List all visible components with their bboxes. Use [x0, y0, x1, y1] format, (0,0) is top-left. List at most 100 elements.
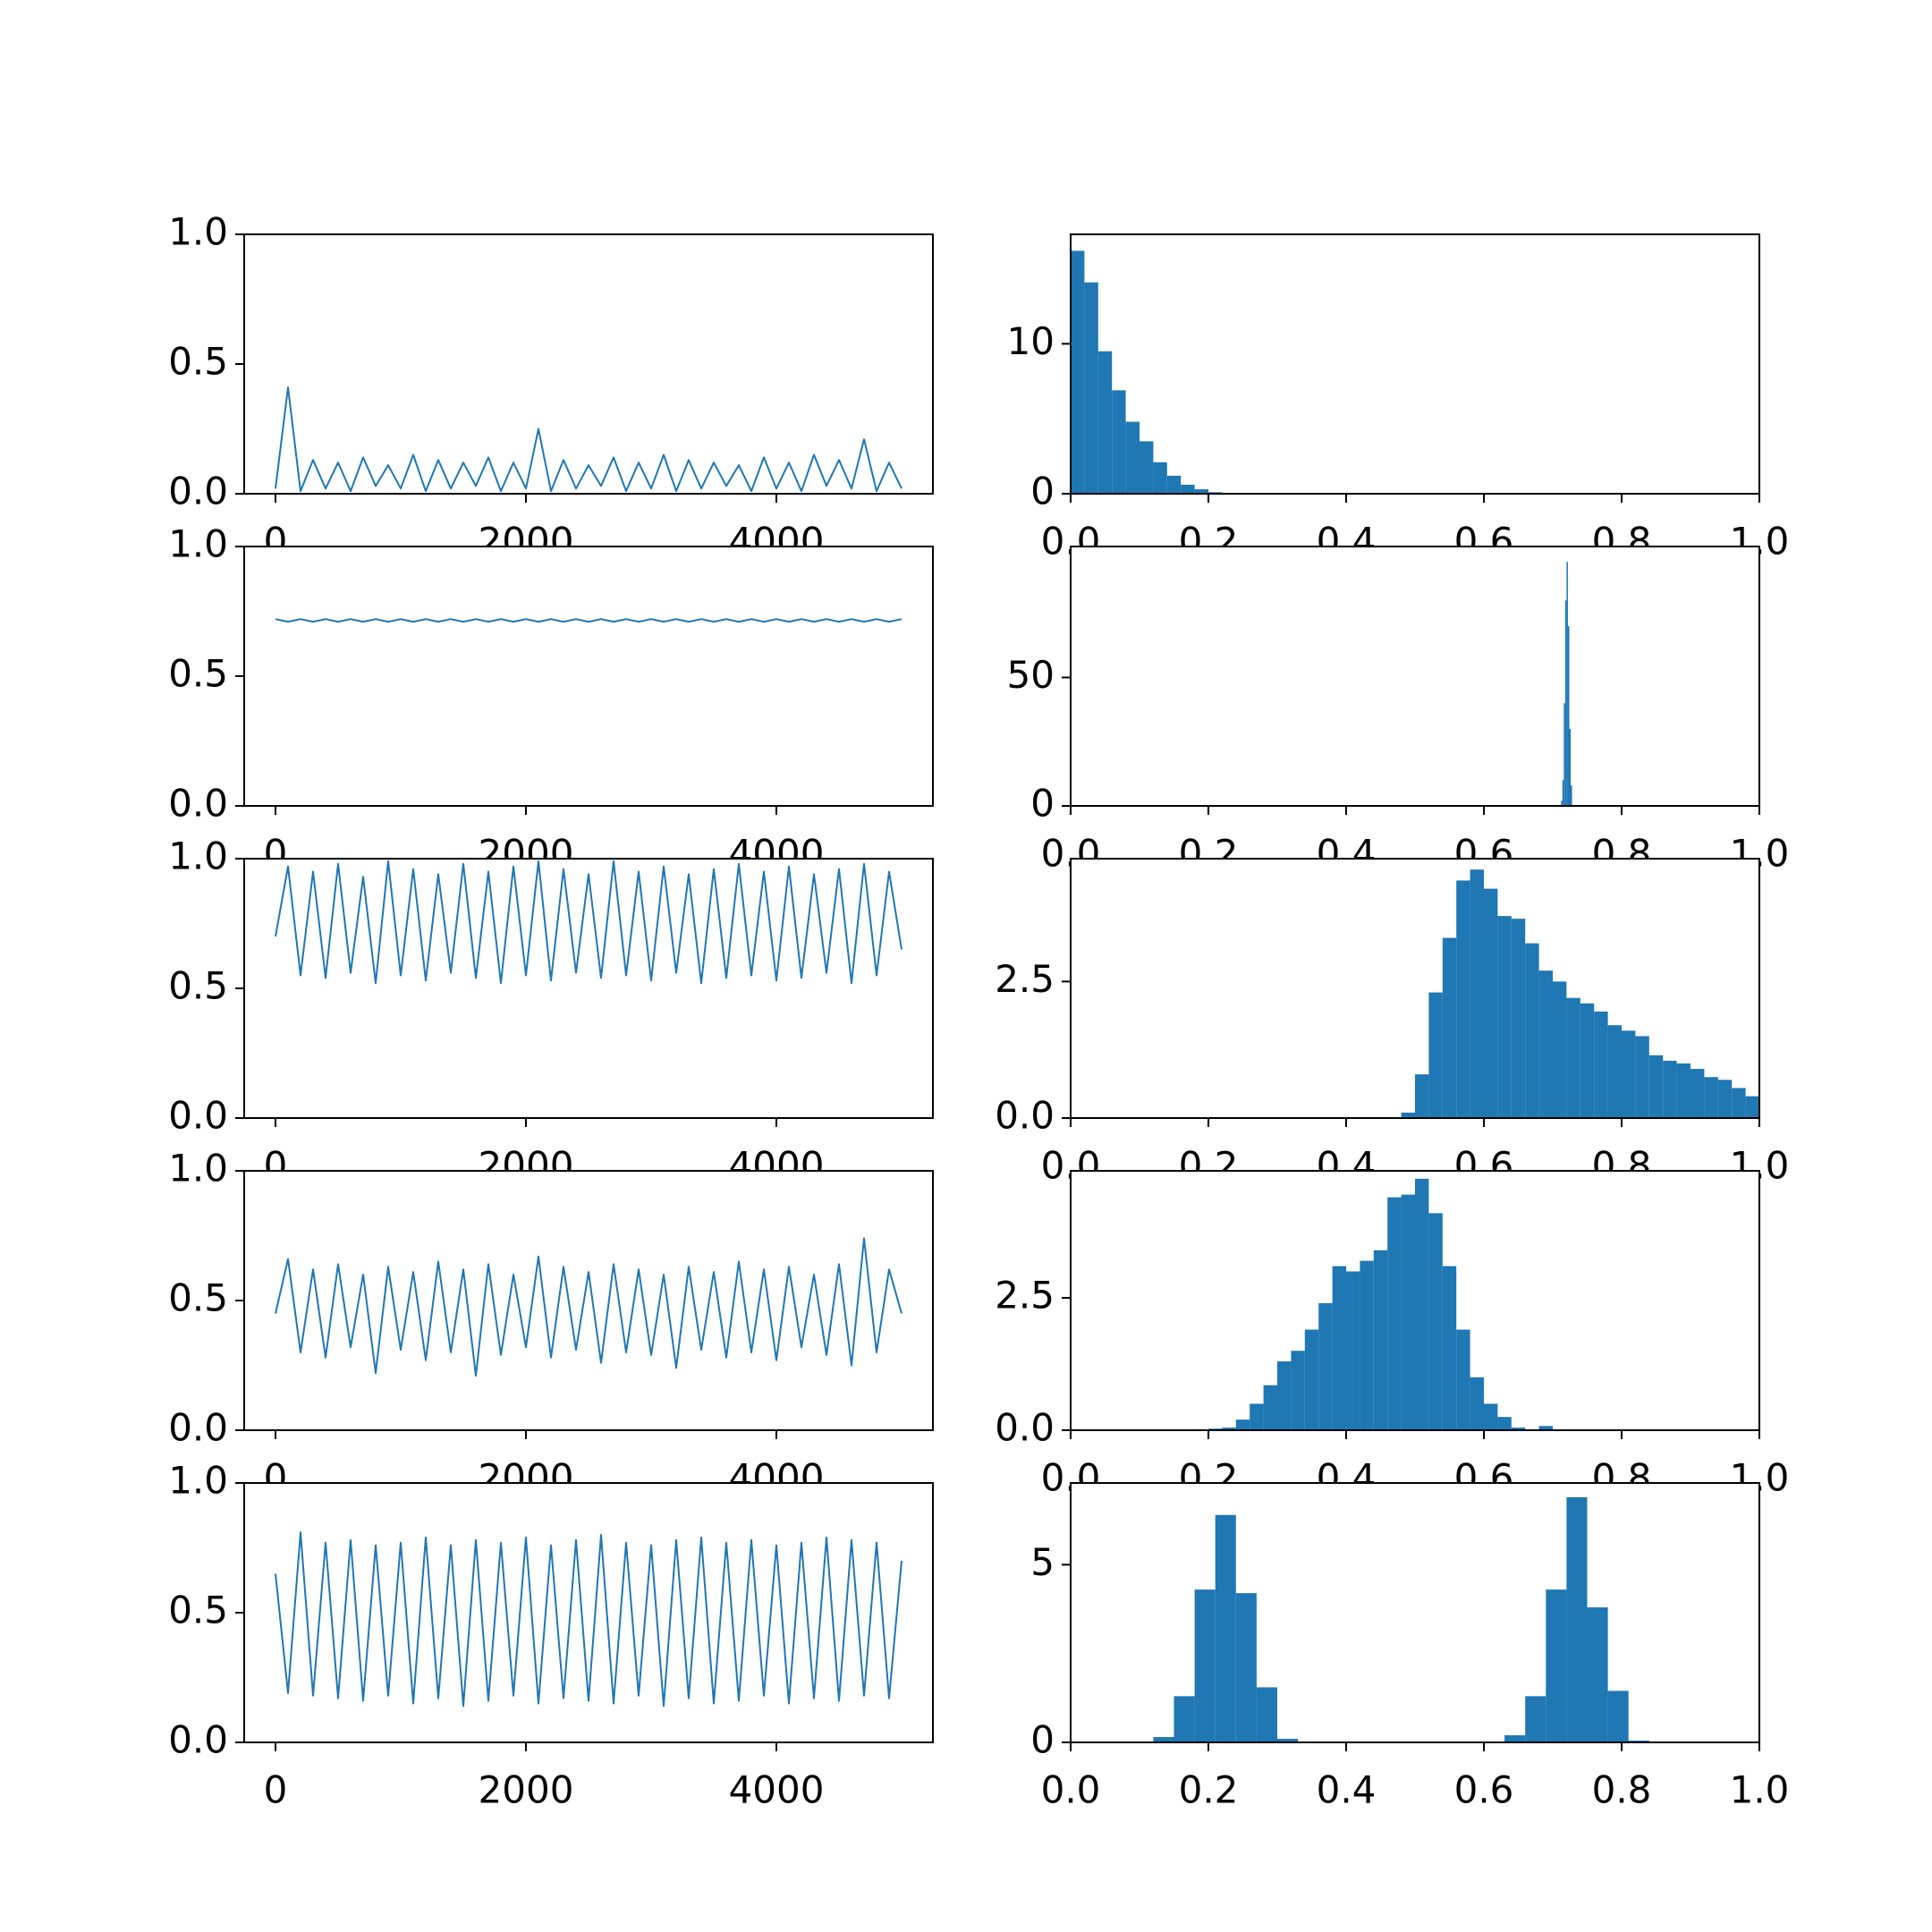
histogram-bar — [1428, 1213, 1443, 1430]
histogram-bar — [1181, 484, 1195, 494]
histogram-bar — [1563, 703, 1565, 806]
y-tick-label: 0 — [1030, 1718, 1055, 1762]
x-tick-label: 2000 — [479, 1768, 574, 1812]
trace-line — [275, 386, 902, 493]
histogram-bar — [1538, 970, 1553, 1118]
histogram-bar — [1291, 1351, 1305, 1430]
histogram-bar — [1112, 390, 1126, 494]
histogram-bar — [1401, 1112, 1415, 1118]
histogram-bar — [1525, 943, 1539, 1118]
histogram-bar — [1690, 1069, 1705, 1118]
histogram-bar — [1567, 626, 1570, 806]
y-tick-label: 2.5 — [995, 957, 1055, 1001]
histogram-bar — [1511, 1428, 1526, 1430]
axes-frame — [1070, 546, 1760, 807]
histogram-bar — [1250, 1403, 1264, 1430]
axes-background — [1071, 234, 1759, 494]
histogram-bar — [1497, 916, 1512, 1118]
histogram-bar — [1704, 1077, 1718, 1118]
axes-background — [244, 1483, 933, 1742]
histogram-bar — [1525, 1696, 1546, 1742]
y-tick-label: 50 — [1007, 653, 1055, 697]
histogram-bar — [1564, 600, 1567, 806]
histogram-bar — [1166, 475, 1182, 494]
histogram-bar — [1194, 488, 1208, 494]
histogram-bar — [1622, 1030, 1636, 1118]
y-tick-label: 1.0 — [168, 1459, 228, 1503]
histogram-bar — [1648, 1055, 1664, 1118]
y-tick-label: 0 — [1030, 470, 1055, 513]
axes-background — [244, 859, 933, 1118]
y-tick-label: 2.5 — [995, 1274, 1055, 1318]
histogram-bar — [1566, 997, 1580, 1118]
histogram-bar — [1071, 250, 1085, 494]
x-tick-label: 4000 — [729, 1768, 825, 1812]
histogram-bar — [1415, 1074, 1429, 1118]
histogram-bar — [1215, 1514, 1236, 1742]
histogram-bar — [1717, 1080, 1733, 1118]
histogram-bar — [1569, 728, 1572, 806]
x-tick-label: 0.4 — [1317, 1768, 1377, 1812]
histogram-bar — [1235, 1593, 1257, 1742]
histogram-bar — [1511, 919, 1526, 1118]
y-tick-label: 5 — [1030, 1540, 1055, 1584]
histogram-bar — [1415, 1178, 1429, 1430]
histogram-bar — [1442, 1266, 1457, 1430]
trace-line — [275, 1531, 902, 1707]
trace-line — [275, 618, 902, 623]
histogram-bar — [1360, 1260, 1374, 1430]
histogram-bar — [1153, 462, 1167, 494]
histogram-bar — [1346, 1271, 1360, 1430]
axes-background — [244, 1171, 933, 1430]
histogram-bar — [1504, 1735, 1526, 1742]
histogram-bar — [1676, 1063, 1690, 1118]
histogram-bar — [1277, 1361, 1292, 1430]
histogram-bar — [1263, 1385, 1277, 1430]
histogram-bar — [1587, 1607, 1608, 1742]
axes-frame — [1070, 1170, 1760, 1431]
histogram-bar — [1304, 1329, 1319, 1430]
y-tick-label: 0.0 — [168, 470, 228, 513]
y-tick-label: 0 — [1030, 782, 1055, 826]
y-tick-label: 1.0 — [168, 522, 228, 566]
histogram-bar — [1194, 1589, 1216, 1742]
histogram-bar — [1277, 1739, 1299, 1742]
histogram-bar — [1318, 1302, 1333, 1430]
histogram-bar — [1580, 1003, 1595, 1118]
x-tick-label: 0.2 — [1179, 1768, 1239, 1812]
axes-frame — [1070, 1482, 1760, 1743]
histogram-bar — [1235, 1419, 1250, 1430]
histogram-bar — [1484, 888, 1498, 1118]
histogram-bar — [1140, 441, 1154, 494]
x-tick-label: 0.8 — [1592, 1768, 1652, 1812]
y-tick-label: 0.5 — [168, 1276, 228, 1320]
histogram-bar — [1401, 1194, 1415, 1430]
axes-frame — [1070, 233, 1760, 495]
histogram-bar — [1222, 1428, 1236, 1430]
y-tick-label: 1.0 — [168, 210, 228, 254]
histogram-bar — [1332, 1266, 1346, 1430]
y-tick-label: 0.0 — [168, 782, 228, 826]
y-tick-label: 0.5 — [168, 964, 228, 1008]
axes-frame — [1070, 858, 1760, 1119]
histogram-bar — [1546, 1589, 1567, 1742]
histogram-bar — [1125, 421, 1140, 494]
y-tick-label: 10 — [1007, 319, 1055, 363]
histogram-bar — [1553, 981, 1567, 1118]
histogram-bar — [1745, 1096, 1759, 1118]
x-tick-label: 0.6 — [1454, 1768, 1514, 1812]
histogram-bar — [1571, 785, 1572, 806]
x-tick-label: 0 — [264, 1768, 288, 1812]
histogram-bar — [1456, 1329, 1470, 1430]
histogram-bar — [1607, 1690, 1629, 1742]
histogram-bar — [1470, 869, 1484, 1118]
y-tick-label: 1.0 — [168, 1147, 228, 1191]
histogram-bar — [1084, 282, 1098, 494]
histogram-bar — [1561, 801, 1563, 806]
histogram-bar — [1607, 1025, 1622, 1118]
histogram-bar — [1387, 1197, 1402, 1430]
y-tick-label: 0.0 — [168, 1406, 228, 1450]
trace-line — [275, 860, 902, 985]
histogram-bar — [1256, 1687, 1277, 1742]
